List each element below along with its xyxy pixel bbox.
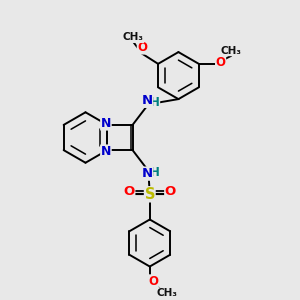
Text: O: O	[216, 56, 226, 69]
Text: N: N	[101, 117, 111, 130]
Text: CH₃: CH₃	[157, 288, 178, 298]
Text: N: N	[101, 145, 111, 158]
Text: N: N	[141, 167, 152, 180]
Text: O: O	[148, 275, 158, 288]
Text: O: O	[124, 185, 135, 199]
Text: O: O	[165, 185, 176, 199]
Text: S: S	[145, 187, 155, 202]
Text: O: O	[137, 41, 147, 54]
Text: H: H	[150, 96, 160, 109]
Text: CH₃: CH₃	[123, 32, 144, 43]
Text: N: N	[141, 94, 152, 107]
Text: CH₃: CH₃	[221, 46, 242, 56]
Text: H: H	[150, 166, 160, 179]
